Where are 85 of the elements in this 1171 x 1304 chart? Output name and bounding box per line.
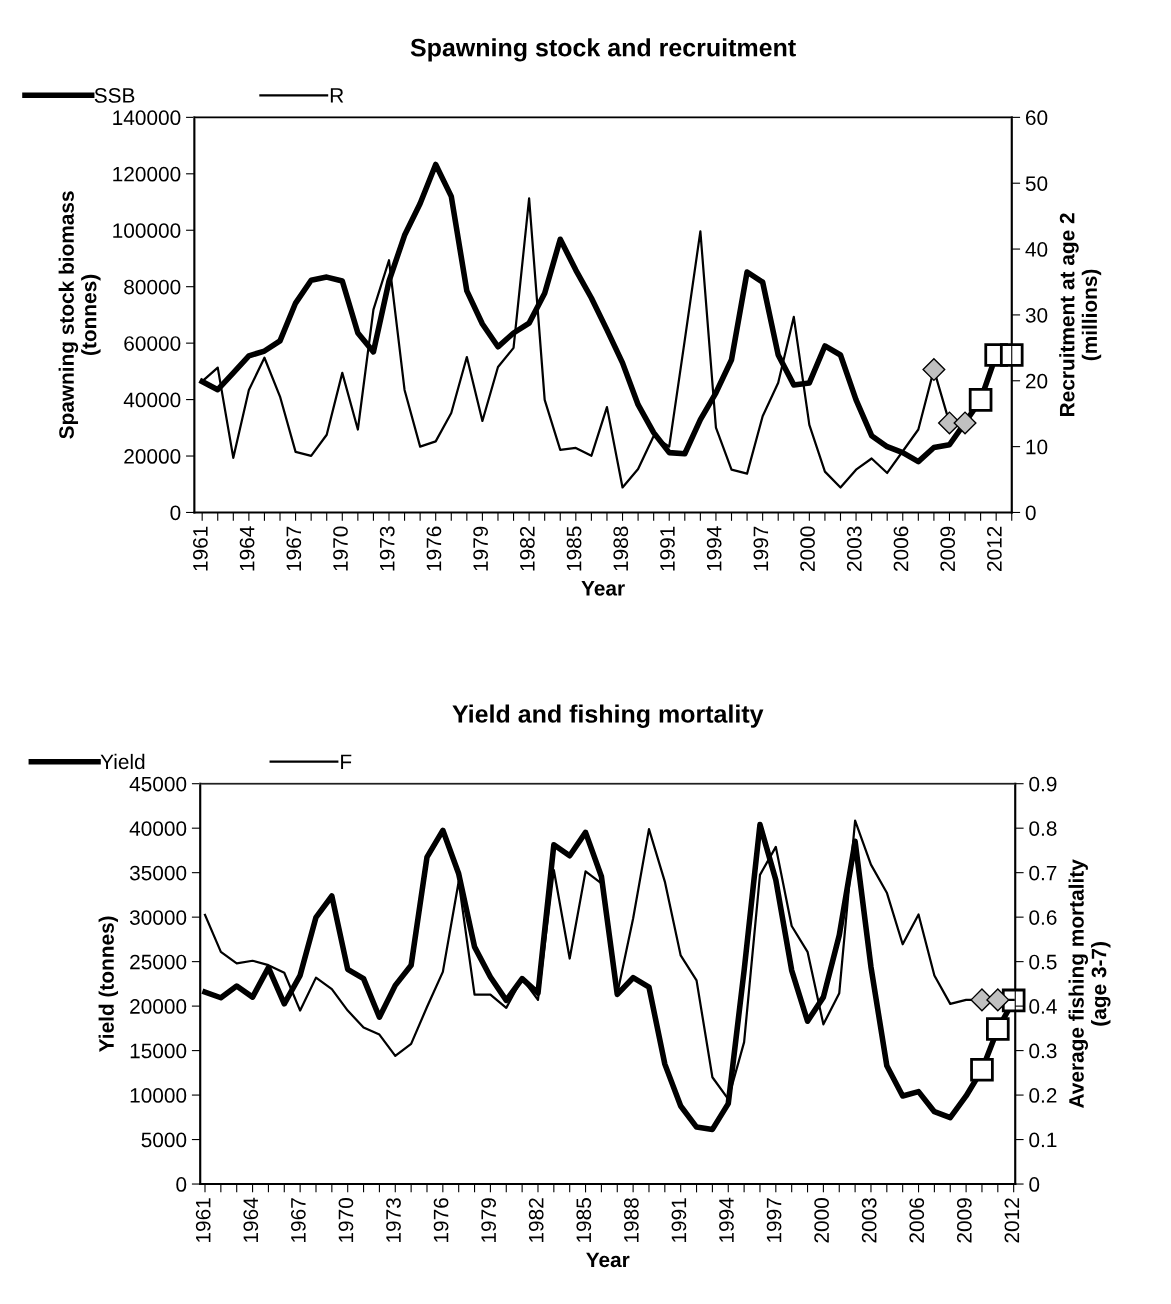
y2-tick-label: 0.6 <box>1029 910 1057 925</box>
x-tick-label: 1994 <box>719 1197 734 1242</box>
x-tick-label: 2009 <box>956 1198 972 1243</box>
x-tick-label: 2000 <box>800 526 815 571</box>
legend-label: F <box>341 754 352 769</box>
legend-label: R <box>330 88 344 103</box>
y-tick-label: 100000 <box>113 223 181 238</box>
y-tick-label: 0 <box>176 1177 187 1192</box>
legend-label: Yield <box>100 753 145 770</box>
y2-tick-label: 20 <box>1025 373 1048 389</box>
y2-tick-label: 30 <box>1025 307 1048 323</box>
y2-tick-label: 0.1 <box>1029 1132 1057 1148</box>
y-tick-label: 120000 <box>113 166 181 182</box>
x-tick-label: 1982 <box>528 1198 544 1242</box>
y-axis-title: Yield (tonnes) <box>98 916 119 1052</box>
y2-axis-title: Recruitment at age 2 (millions) <box>1059 213 1102 416</box>
x-tick-label: 1997 <box>766 1198 782 1242</box>
x-tick-label: 2012 <box>1004 1198 1020 1243</box>
x-tick-label: 1967 <box>286 526 302 571</box>
y-tick-label: 60000 <box>124 336 181 351</box>
x-tick-label: 1988 <box>613 526 629 571</box>
x-tick-label: 1991 <box>660 526 675 571</box>
chart-title: Spawning stock and recruitment <box>410 38 796 62</box>
y2-tick-label: 10 <box>1026 439 1048 455</box>
y-tick-label: 20000 <box>124 449 181 464</box>
y-tick-label: 30000 <box>129 910 187 925</box>
x-tick-label: 1976 <box>433 1198 449 1242</box>
y2-tick-label: 0.5 <box>1029 954 1057 970</box>
y-tick-label: 5000 <box>141 1132 187 1148</box>
x-tick-label: 2003 <box>861 1198 877 1243</box>
x-tick-label: 1985 <box>566 526 582 571</box>
x-tick-label: 1988 <box>623 1198 639 1242</box>
x-tick-label: 1967 <box>290 1198 306 1242</box>
x-tick-label: 1973 <box>379 526 395 571</box>
y2-tick-label: 0.7 <box>1029 865 1057 881</box>
y-tick-label: 0 <box>170 505 181 521</box>
x-tick-label: 2003 <box>846 526 862 571</box>
x-tick-label: 1979 <box>481 1198 496 1242</box>
y2-tick-label: 0.3 <box>1029 1043 1057 1059</box>
x-axis-title: Year <box>581 581 625 596</box>
y2-axis-title: Average fishing mortality (age 3-7) <box>1068 859 1111 1108</box>
x-tick-label: 2009 <box>940 526 956 571</box>
y2-tick-label: 40 <box>1025 242 1048 257</box>
x-tick-label: 1970 <box>338 1198 354 1242</box>
y2-tick-label: 0.9 <box>1029 776 1057 792</box>
x-tick-label: 1961 <box>193 526 208 571</box>
y-tick-label: 140000 <box>113 110 181 126</box>
y2-tick-label: 0.4 <box>1029 999 1057 1014</box>
x-tick-label: 1964 <box>239 526 255 571</box>
x-tick-label: 1982 <box>519 526 535 571</box>
x-tick-label: 2006 <box>909 1198 925 1243</box>
point <box>986 1017 1010 1041</box>
y-tick-label: 35000 <box>129 865 187 881</box>
x-tick-label: 1994 <box>706 526 722 571</box>
x-tick-label: 1991 <box>671 1198 687 1242</box>
y2-tick-label: 50 <box>1025 176 1048 191</box>
x-tick-label: 1976 <box>426 526 442 571</box>
x-tick-label: 1970 <box>333 526 348 571</box>
y-tick-label: 15000 <box>130 1043 187 1059</box>
chart-title: Yield and fishing mortality <box>452 704 764 728</box>
y-tick-label: 20000 <box>130 999 187 1014</box>
legend-label: SSB <box>94 88 135 103</box>
x-tick-label: 2012 <box>987 526 1002 571</box>
y2-tick-label: 60 <box>1026 110 1048 126</box>
x-tick-label: 1961 <box>195 1198 211 1242</box>
x-tick-label: 1973 <box>386 1198 401 1242</box>
y-axis-title: Spawning stock biomass (tonnes) <box>58 191 101 439</box>
x-tick-label: 2000 <box>814 1198 829 1243</box>
point <box>970 1058 994 1082</box>
y-tick-label: 40000 <box>123 392 181 408</box>
y-tick-label: 10000 <box>130 1088 187 1103</box>
x-tick-label: 1964 <box>243 1197 259 1242</box>
x-tick-label: 1985 <box>576 1198 592 1242</box>
y-tick-label: 25000 <box>130 954 187 970</box>
y2-tick-label: 0 <box>1029 1177 1040 1192</box>
y2-tick-label: 0.2 <box>1029 1088 1057 1103</box>
x-tick-label: 1979 <box>473 526 488 571</box>
x-tick-label: 2006 <box>893 526 909 571</box>
x-axis-title: Year <box>586 1252 630 1268</box>
y2-tick-label: 0 <box>1025 505 1036 521</box>
y-tick-label: 45000 <box>129 776 187 792</box>
x-tick-label: 1997 <box>753 526 769 571</box>
y-tick-label: 40000 <box>129 821 187 836</box>
y-tick-label: 80000 <box>124 279 181 295</box>
y2-tick-label: 0.8 <box>1029 821 1057 836</box>
